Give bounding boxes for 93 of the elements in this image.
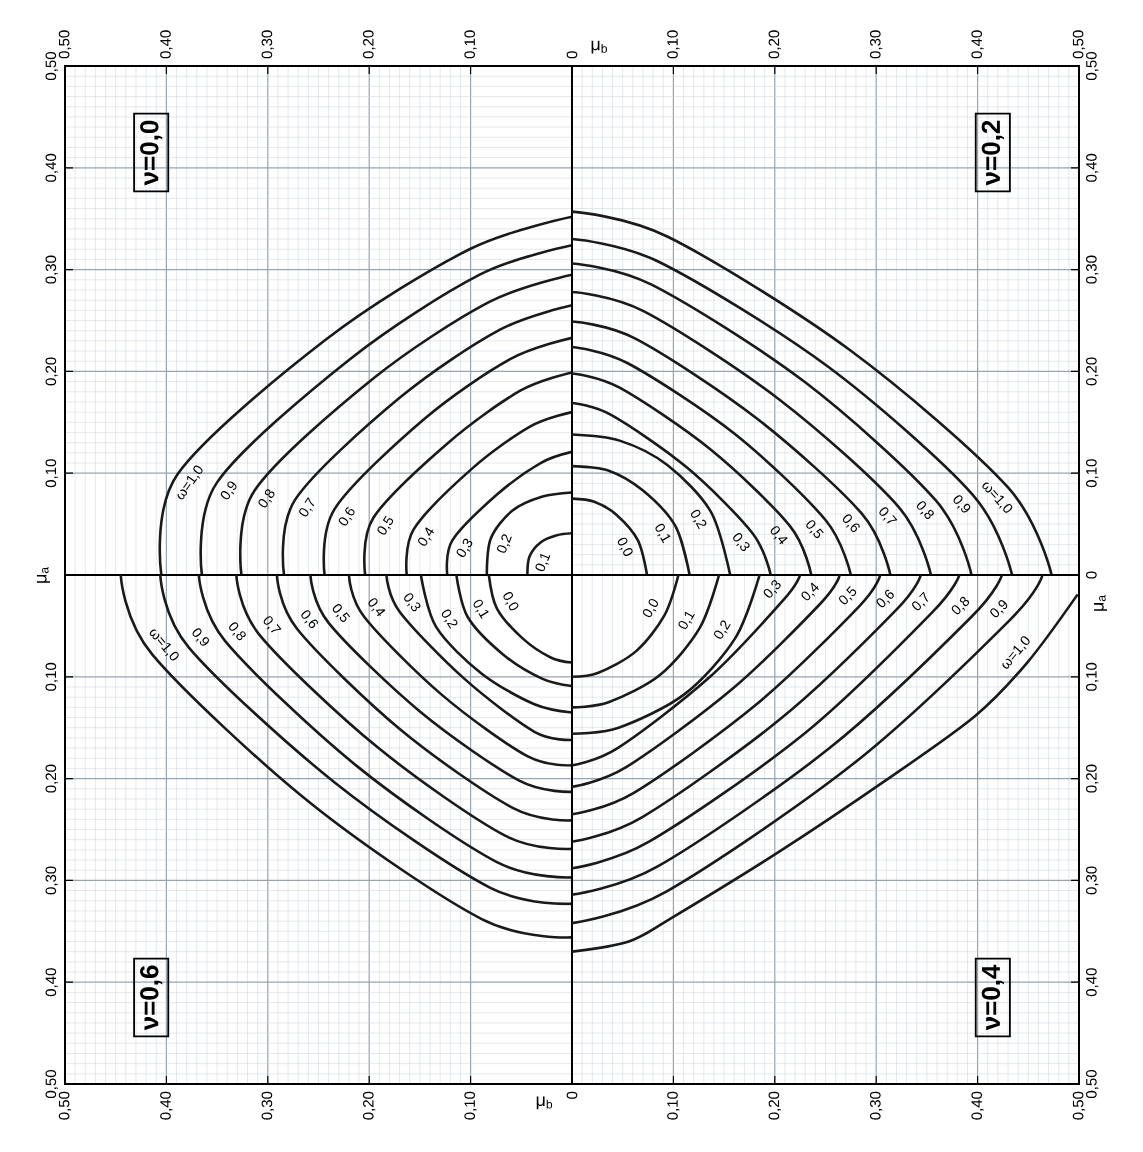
text: 0,7 — [912, 591, 929, 611]
y-tick-label: 0,30 — [45, 255, 58, 284]
y-tick-label: 0,50 — [45, 52, 58, 81]
line-series — [572, 497, 649, 575]
y-tick-label: 0,10 — [45, 459, 58, 488]
text: 0,2 — [690, 509, 707, 530]
text: 0,1 — [473, 599, 489, 619]
y-tick-label: 0,30 — [45, 866, 58, 895]
text: 0,2 — [497, 534, 512, 553]
y-tick-label: 0,40 — [1086, 968, 1099, 997]
x-tick-label: 0,40 — [160, 30, 173, 59]
text: 0,3 — [404, 593, 421, 612]
x-tick-label: 0,30 — [870, 30, 883, 59]
text: 0,1 — [655, 523, 671, 544]
text: 0,6 — [338, 507, 355, 526]
x-tick-label: 0,20 — [362, 1091, 376, 1120]
y-tick-label: 0,30 — [1086, 866, 1099, 895]
y-tick-label: 0,40 — [45, 968, 58, 997]
text: 0,8 — [916, 501, 934, 519]
line-series — [572, 575, 680, 679]
text: 0,2 — [441, 609, 458, 629]
text: 0,0 — [617, 537, 633, 556]
text: 0,4 — [801, 582, 819, 601]
y-tick-label: 0,20 — [1086, 764, 1099, 793]
y-tick-label: 0,20 — [1086, 357, 1099, 386]
text: 0,9 — [220, 481, 237, 500]
annotation: ν=0,2 — [981, 120, 1004, 186]
x-tick-label: 0,30 — [261, 30, 274, 59]
x-axis-title: μ$_{b}$ — [591, 40, 607, 54]
text: 0,8 — [258, 489, 275, 508]
text: 0,9 — [192, 628, 210, 646]
line-series — [572, 433, 732, 575]
x-tick-label: 0,30 — [261, 1091, 274, 1120]
x-tick-label: 0,20 — [768, 1091, 781, 1120]
y-tick-label: 0,40 — [1086, 153, 1099, 182]
text: 0,5 — [806, 520, 824, 539]
x-axis-title: μ$_{b}$ — [536, 1096, 553, 1110]
y-tick-label: 0,40 — [45, 153, 58, 182]
text: 0,1 — [678, 611, 695, 629]
text: 0,7 — [263, 616, 282, 633]
x-tick-label: 0,10 — [667, 30, 680, 59]
text: 0,8 — [229, 622, 246, 641]
y-tick-label: 0,50 — [1086, 52, 1099, 81]
y-tick-label: 0,20 — [45, 357, 58, 386]
y-tick-label: 0,50 — [1086, 1070, 1099, 1099]
text: 0,6 — [301, 610, 318, 629]
annotation: ν=0,4 — [981, 964, 1004, 1031]
y-tick-label: 0,10 — [45, 662, 58, 691]
text: 0,7 — [879, 507, 898, 524]
text: 0,5 — [839, 586, 857, 605]
text: 0,9 — [990, 600, 1008, 618]
text: 0,3 — [733, 533, 750, 552]
x-tick-label: 0,40 — [971, 30, 984, 59]
text: 0,8 — [951, 596, 970, 615]
text: 0,0 — [503, 592, 519, 611]
x-tick-label: 0,10 — [667, 1091, 680, 1120]
x-tick-label: 0 — [566, 1091, 578, 1099]
y-tick-label: 0,20 — [45, 764, 58, 793]
x-tick-label: 0,40 — [160, 1091, 173, 1120]
text: 0,6 — [842, 514, 860, 533]
annotation: ν=0,0 — [140, 120, 163, 186]
text: 0,3 — [763, 580, 781, 598]
y-tick-label: 0,50 — [45, 1070, 58, 1099]
y-tick-label: 0,30 — [1086, 255, 1099, 284]
x-tick-label: 0 — [566, 51, 578, 59]
x-tick-label: 0,20 — [362, 30, 376, 59]
text: 0,6 — [876, 589, 894, 608]
line-series — [572, 464, 691, 575]
x-tick-label: 0,40 — [971, 1091, 984, 1120]
text: 0,5 — [332, 604, 351, 622]
line-series — [572, 575, 1044, 925]
text: 0,7 — [299, 497, 315, 517]
text: 0,4 — [368, 598, 386, 617]
text: 0,2 — [714, 620, 731, 639]
x-tick-label: 0,10 — [464, 30, 477, 59]
y-tick-label: 0,10 — [1086, 662, 1099, 691]
text: 0,9 — [953, 495, 971, 513]
line-series — [385, 575, 572, 742]
text: 0,5 — [377, 515, 394, 535]
x-tick-label: 0,20 — [768, 30, 781, 59]
line-series — [526, 531, 572, 575]
y-tick-label: 0 — [1086, 571, 1097, 579]
x-tick-label: 0,30 — [870, 1091, 883, 1120]
text: 0,3 — [456, 538, 473, 557]
text: 0,1 — [535, 553, 551, 572]
y-axis-title: μ$_{a}$ — [36, 566, 50, 583]
annotation: ν=0,6 — [140, 965, 163, 1031]
x-tick-label: 0,10 — [464, 1091, 477, 1120]
y-tick-label: 0,10 — [1086, 459, 1099, 488]
text: 0,4 — [770, 526, 788, 545]
text: 0,0 — [642, 598, 659, 618]
text: 0,4 — [418, 527, 435, 546]
y-axis-title: μ$_{a}$ — [1094, 594, 1108, 611]
